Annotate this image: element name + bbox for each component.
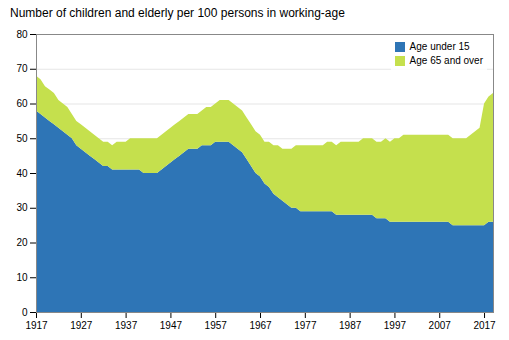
html-text:Age under 15: Age under 15 (409, 41, 470, 52)
svg-text:10: 10 (16, 272, 28, 283)
svg-text:1917: 1917 (25, 320, 48, 331)
svg-text:1977: 1977 (294, 320, 317, 331)
svg-text:1957: 1957 (205, 320, 228, 331)
svg-text:1997: 1997 (384, 320, 407, 331)
html-text:Age 65 and over: Age 65 and over (409, 55, 483, 66)
svg-text:30: 30 (16, 202, 28, 213)
svg-text:40: 40 (16, 168, 28, 179)
svg-text:20: 20 (16, 237, 28, 248)
svg-text:0: 0 (22, 307, 28, 318)
svg-text:1947: 1947 (160, 320, 183, 331)
svg-text:70: 70 (16, 63, 28, 74)
svg-text:1937: 1937 (115, 320, 138, 331)
svg-text:50: 50 (16, 133, 28, 144)
svg-text:2017: 2017 (473, 320, 496, 331)
svg-text:1987: 1987 (339, 320, 362, 331)
svg-text:80: 80 (16, 29, 28, 40)
html-text:Number of children and elderly: Number of children and elderly per 100 p… (10, 6, 345, 20)
svg-text:1927: 1927 (70, 320, 93, 331)
svg-text:60: 60 (16, 98, 28, 109)
svg-text:1967: 1967 (249, 320, 272, 331)
svg-text:2007: 2007 (429, 320, 452, 331)
